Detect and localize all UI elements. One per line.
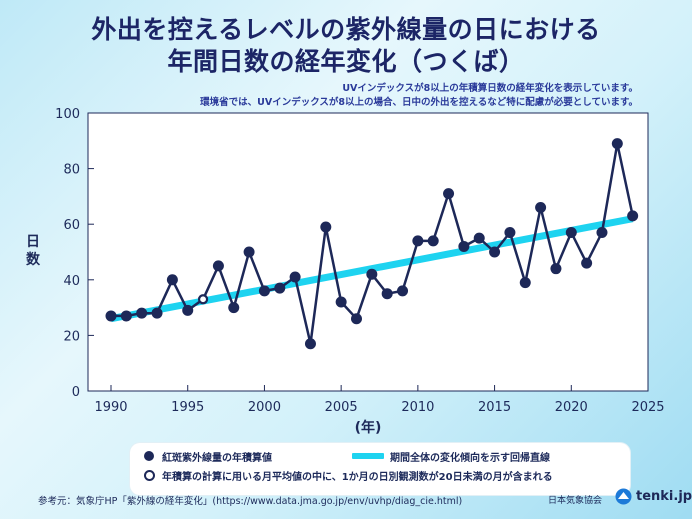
legend-trend-label: 期間全体の変化傾向を示す回帰直線: [390, 453, 550, 464]
data-point: [320, 221, 332, 233]
data-point: [627, 210, 639, 222]
data-point: [550, 263, 562, 275]
brand-name: tenki.jp: [636, 489, 692, 504]
x-tick-label: 2025: [631, 400, 664, 415]
tenki-logo-icon: [615, 488, 632, 505]
y-axis-label-char1: 日: [26, 234, 40, 250]
x-tick-label: 2005: [325, 400, 358, 415]
data-point-hollow: [197, 294, 209, 305]
data-point: [381, 288, 393, 300]
data-point: [136, 307, 148, 319]
x-axis-label: (年): [355, 419, 382, 436]
data-point: [120, 310, 132, 322]
chart-subtitle-line2: 環境省では、UVインデックスが8以上の場合、日中の外出を控えるなど特に配慮が必要…: [200, 97, 638, 108]
chart-title-line1: 外出を控えるレベルの紫外線量の日における: [91, 15, 601, 44]
chart-subtitle-line1: UVインデックスが8以上の年積算日数の経年変化を表示しています。: [342, 83, 638, 94]
plot-area: [87, 112, 649, 392]
source-note: 参考元：気象庁HP「紫外線の経年変化」(https://www.data.jma…: [38, 496, 463, 507]
x-tick-label: 2010: [401, 400, 434, 415]
organization-name: 日本気象協会: [548, 496, 603, 506]
legend-trend-line-icon: [352, 453, 384, 459]
legend-note-label: 年積算の計算に用いる月平均値の中に、1か月の日別観測数が20日未満の月が含まれる: [162, 472, 553, 483]
y-tick-label: 40: [63, 274, 80, 289]
data-point: [350, 313, 362, 325]
data-point: [335, 296, 347, 308]
data-point: [397, 285, 409, 297]
data-point: [504, 227, 516, 239]
data-point: [289, 271, 301, 283]
x-tick-label: 2000: [248, 400, 281, 415]
data-point: [611, 138, 623, 150]
x-tick-label: 2015: [478, 400, 511, 415]
data-point: [458, 240, 470, 252]
data-point: [151, 307, 163, 319]
data-point: [274, 282, 286, 294]
chart-title-line2: 年間日数の経年変化（つくば）: [167, 47, 525, 76]
data-point: [243, 246, 255, 258]
data-point: [412, 235, 424, 247]
y-axis-label-char2: 数: [26, 251, 41, 268]
y-tick-label: 80: [63, 163, 80, 178]
data-point: [489, 246, 501, 258]
data-point: [105, 310, 117, 322]
data-point: [581, 257, 593, 269]
data-point: [443, 188, 455, 200]
data-point: [212, 260, 224, 272]
data-point: [519, 277, 531, 289]
data-point: [565, 227, 577, 239]
x-tick-label: 1995: [171, 400, 204, 415]
legend: 紅斑紫外線量の年積算値 期間全体の変化傾向を示す回帰直線 年積算の計算に用いる月…: [130, 443, 630, 495]
data-point: [427, 235, 439, 247]
data-point: [304, 338, 316, 350]
data-point: [228, 302, 240, 314]
y-tick-label: 20: [63, 329, 80, 344]
data-point: [258, 285, 270, 297]
y-tick-label: 60: [63, 218, 80, 233]
legend-series-label: 紅斑紫外線量の年積算値: [162, 453, 272, 464]
x-tick-label: 1990: [94, 400, 127, 415]
data-point: [535, 202, 547, 214]
x-tick-label: 2020: [555, 400, 588, 415]
data-point: [166, 274, 178, 286]
data-point: [366, 268, 378, 280]
data-point: [182, 304, 194, 316]
y-tick-label: 100: [55, 107, 80, 122]
legend-filled-dot-icon: [144, 451, 154, 461]
data-point: [596, 227, 608, 239]
y-tick-label: 0: [72, 385, 80, 400]
legend-hollow-dot-icon: [144, 470, 155, 481]
data-point: [473, 232, 485, 244]
